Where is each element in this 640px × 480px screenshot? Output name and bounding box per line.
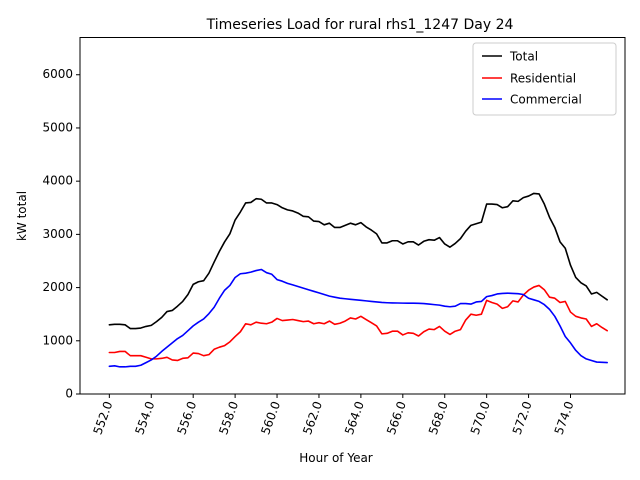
series-group: [108, 192, 608, 368]
y-tick-label: 3000: [42, 227, 73, 241]
y-axis-ticks: 0 1000 2000 3000 4000 5000 6000: [42, 67, 80, 401]
legend-label-residential: Residential: [510, 72, 576, 86]
y-tick-label: 2000: [42, 280, 73, 294]
axes-frame: [79, 37, 626, 395]
legend-label-total: Total: [509, 50, 538, 64]
y-tick-label: 4000: [42, 174, 73, 188]
x-axis-label: Hour of Year: [299, 451, 373, 465]
y-tick-label: 5000: [42, 120, 73, 134]
y-tick-label: 0: [65, 387, 73, 401]
plot-area: [79, 37, 626, 395]
chart-title: Timeseries Load for rural rhs1_1247 Day …: [206, 17, 514, 33]
y-axis-label: kW total: [15, 191, 29, 241]
y-tick-label: 1000: [42, 333, 73, 347]
legend: Total Residential Commercial: [472, 42, 617, 116]
legend-label-commercial: Commercial: [510, 93, 582, 107]
series-line-total: [108, 192, 608, 330]
y-tick-label: 6000: [42, 67, 73, 81]
legend-box: [472, 42, 617, 116]
series-line-commercial: [108, 268, 608, 368]
